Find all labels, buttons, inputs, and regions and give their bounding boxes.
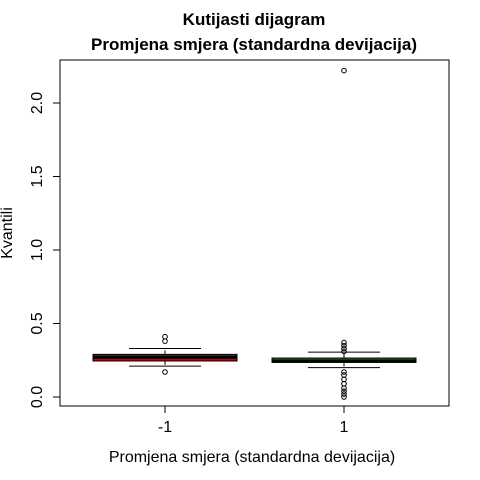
y-tick-label: 0.5 xyxy=(29,312,46,334)
x-tick-label: 1 xyxy=(340,419,349,436)
box-1 xyxy=(271,67,417,400)
outlier-point xyxy=(341,394,347,400)
x-axis-title: Promjena smjera (standardna devijacija) xyxy=(109,449,395,466)
outlier-point xyxy=(162,333,168,340)
chart-title: Kutijasti dijagram xyxy=(183,10,326,29)
outlier-point xyxy=(341,345,347,352)
outlier-point xyxy=(341,339,347,346)
outlier-point xyxy=(341,388,347,394)
y-axis-title: Kvantili xyxy=(0,207,16,259)
y-axis: 0.0 0.5 1.0 1.5 2.0 xyxy=(29,92,61,408)
y-tick-label: 2.0 xyxy=(29,92,46,114)
y-tick-label: 1.0 xyxy=(29,239,46,261)
outlier-point xyxy=(341,369,347,375)
outlier-point xyxy=(341,391,347,397)
outlier-point xyxy=(162,369,168,375)
box-minus-1 xyxy=(92,333,238,375)
chart-subtitle: Promjena smjera (standardna devijacija) xyxy=(91,35,417,54)
outlier-point xyxy=(341,67,347,74)
outlier-point xyxy=(162,338,168,344)
outlier-point xyxy=(341,348,347,355)
outlier-point xyxy=(341,342,347,349)
box-group xyxy=(92,67,417,400)
outlier-point xyxy=(341,385,347,391)
y-tick-label: 1.5 xyxy=(29,165,46,187)
y-tick-label: 0.0 xyxy=(29,386,46,408)
outlier-point xyxy=(341,372,347,378)
x-axis: -1 1 xyxy=(158,405,349,436)
x-tick-label: -1 xyxy=(158,419,172,436)
